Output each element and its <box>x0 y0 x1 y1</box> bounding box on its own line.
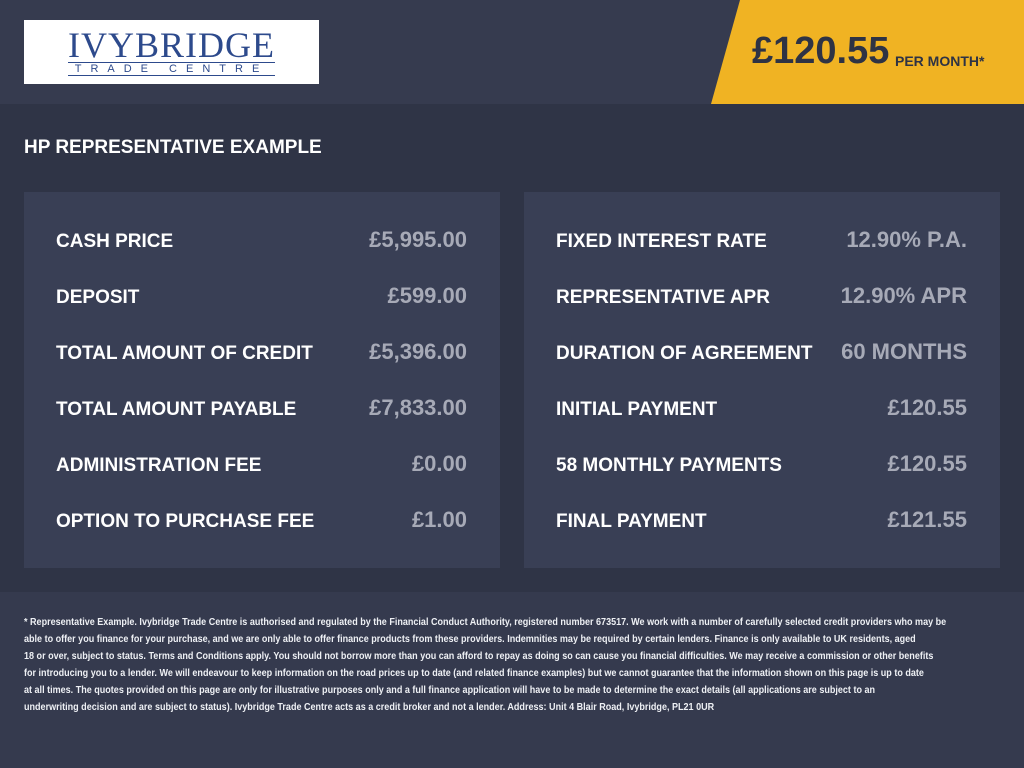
logo-tagline: TRADE CENTRE <box>68 62 275 76</box>
row-value: £0.00 <box>411 451 467 476</box>
row-value: £120.55 <box>887 395 967 420</box>
left-panel: CASH PRICE £5,995.00 DEPOSIT £599.00 TOTAL A… <box>24 192 500 568</box>
monthly-period: PER MONTH* <box>895 53 985 69</box>
row-value: 12.90% APR <box>840 283 967 308</box>
disclaimer-line: for introducing you to a lender. We will… <box>24 667 924 679</box>
row-label: DEPOSIT <box>56 287 140 308</box>
row-label: FINAL PAYMENT <box>556 511 707 532</box>
row-label: ADMINISTRATION FEE <box>56 455 262 476</box>
row-value: 60 MONTHS <box>841 339 967 364</box>
row-label: TOTAL AMOUNT PAYABLE <box>56 399 297 420</box>
row-label: FIXED INTEREST RATE <box>556 231 767 252</box>
price-badge-shape <box>711 0 1024 104</box>
disclaimer-line: 18 or over, subject to status. Terms and… <box>24 650 934 662</box>
row-value: £7,833.00 <box>369 395 467 420</box>
row-value: £120.55 <box>887 451 967 476</box>
row-label: REPRESENTATIVE APR <box>556 287 770 308</box>
logo: IVYBRIDGE TRADE CENTRE <box>24 20 319 84</box>
row-label: 58 MONTHLY PAYMENTS <box>556 455 782 476</box>
row-label: TOTAL AMOUNT OF CREDIT <box>56 343 313 364</box>
row-value: £599.00 <box>387 283 467 308</box>
row-value: £1.00 <box>411 507 467 532</box>
row-label: INITIAL PAYMENT <box>556 399 718 420</box>
logo-name: IVYBRIDGE <box>68 25 275 65</box>
disclaimer-line: * Representative Example. Ivybridge Trad… <box>24 616 947 628</box>
row-label: CASH PRICE <box>56 231 174 252</box>
section-title: HP REPRESENTATIVE EXAMPLE <box>24 137 322 158</box>
disclaimer-line: underwriting decision and are subject to… <box>24 701 715 713</box>
disclaimer: * Representative Example. Ivybridge Trad… <box>0 592 1024 768</box>
row-value: £5,995.00 <box>369 227 467 252</box>
row-label: OPTION TO PURCHASE FEE <box>56 511 315 532</box>
row-value: 12.90% P.A. <box>846 227 967 252</box>
row-value: £121.55 <box>887 507 967 532</box>
right-panel: FIXED INTEREST RATE 12.90% P.A. REPRESENTA… <box>524 192 1000 568</box>
monthly-amount: £120.55 <box>752 30 890 72</box>
row-label: DURATION OF AGREEMENT <box>556 343 813 364</box>
row-value: £5,396.00 <box>369 339 467 364</box>
badge-background <box>711 0 1024 104</box>
disclaimer-line: able to offer you finance for your purch… <box>24 633 916 645</box>
disclaimer-line: at all times. The quotes provided on thi… <box>24 684 876 696</box>
